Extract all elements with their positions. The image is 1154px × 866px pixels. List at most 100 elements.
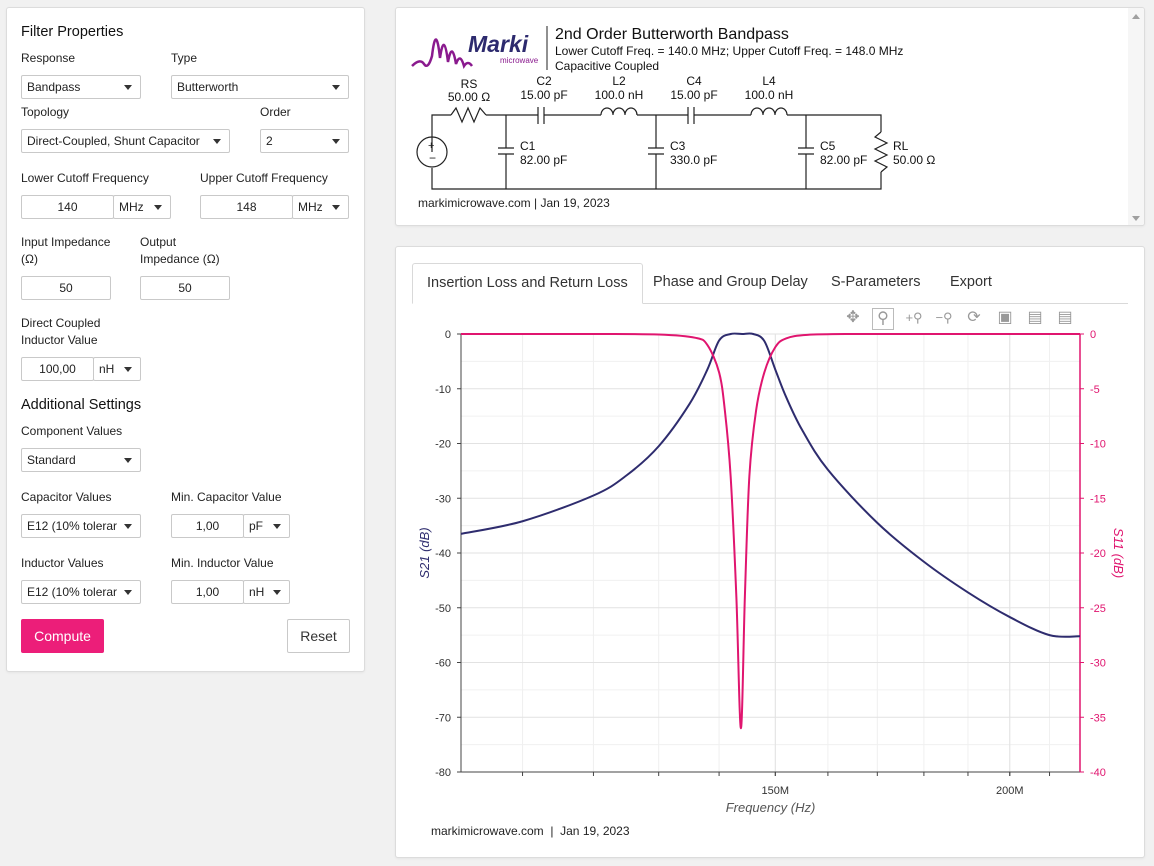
source-plus: + xyxy=(428,140,434,152)
upper-cutoff-unit-select[interactable]: MHz xyxy=(292,195,349,219)
hover-compare-icon[interactable]: ▤ xyxy=(1057,309,1073,326)
c1-value: 82.00 pF xyxy=(520,153,567,167)
y-left-axis-title: S21 (dB) xyxy=(417,527,432,578)
series-line-s11 xyxy=(460,332,1080,730)
series-line-s21 xyxy=(460,332,1081,638)
order-label: Order xyxy=(260,105,291,119)
min-capacitor-unit-select[interactable]: pF xyxy=(243,514,290,538)
min-inductor-input[interactable]: 1,00 xyxy=(171,580,244,604)
response-select-value: Bandpass xyxy=(27,80,81,94)
chart-footer: markimicrowave.com | Jan 19, 2023 xyxy=(431,824,630,838)
logo-waveform xyxy=(411,38,474,69)
tab-export[interactable]: Export xyxy=(950,274,992,290)
min-inductor-unit-select[interactable]: nH xyxy=(243,580,290,604)
direct-coupled-unit-value: nH xyxy=(99,362,115,376)
l4-name: L4 xyxy=(762,74,776,88)
order-select[interactable]: 2 xyxy=(260,129,349,153)
y-left-tick-label: -50 xyxy=(435,603,451,615)
rs-resistor-symbol xyxy=(450,106,487,124)
y-left-tick-label: -30 xyxy=(435,493,451,505)
inductor-values-select-value: E12 (10% tolerar xyxy=(27,585,118,599)
lower-cutoff-unit-select[interactable]: MHz xyxy=(113,195,171,219)
pan-icon[interactable]: ✥ xyxy=(846,309,860,326)
direct-coupled-unit-select[interactable]: nH xyxy=(93,357,141,381)
chart-panel: Insertion Loss and Return Loss Phase and… xyxy=(395,246,1145,858)
y-left-tick-label: -70 xyxy=(435,712,451,724)
filter-properties-panel: Filter Properties Response Bandpass Type… xyxy=(6,7,365,672)
y-right-tick-label: -40 xyxy=(1090,767,1106,779)
type-label: Type xyxy=(171,51,198,65)
topology-select[interactable]: Direct-Coupled, Shunt Capacitor xyxy=(21,129,230,153)
reset-button[interactable]: Reset xyxy=(287,619,350,653)
zoom-in-icon[interactable]: +⚲ xyxy=(905,310,923,325)
x-tick-label: 150M xyxy=(762,785,790,797)
schematic-scrollbar[interactable] xyxy=(1128,8,1144,225)
zoom-icon[interactable]: ⚲ xyxy=(872,308,894,330)
y-right-tick-label: -20 xyxy=(1090,548,1106,560)
inductor-values-label: Inductor Values xyxy=(21,556,104,570)
input-impedance-input[interactable]: 50 xyxy=(21,276,111,300)
chevron-down-icon xyxy=(124,367,132,372)
upper-cutoff-label: Upper Cutoff Frequency xyxy=(200,171,328,185)
type-select[interactable]: Butterworth xyxy=(171,75,349,99)
scroll-down-icon[interactable] xyxy=(1132,216,1140,221)
schematic-coupling: Capacitive Coupled xyxy=(555,59,659,73)
y-right-tick-label: -10 xyxy=(1090,439,1106,451)
c5-name: C5 xyxy=(820,139,836,153)
input-impedance-label-line2: (Ω) xyxy=(21,252,38,266)
logo-subtext: microwave xyxy=(500,56,539,65)
min-capacitor-input[interactable]: 1,00 xyxy=(171,514,244,538)
min-capacitor-label: Min. Capacitor Value xyxy=(171,490,282,504)
x-tick-label: 200M xyxy=(996,785,1024,797)
c2-symbol xyxy=(537,107,545,124)
tab-insertion-loss[interactable]: Insertion Loss and Return Loss xyxy=(412,263,643,304)
compute-button[interactable]: Compute xyxy=(21,619,104,653)
input-impedance-label-line1: Input Impedance xyxy=(21,235,111,249)
c2-name: C2 xyxy=(536,74,552,88)
chevron-down-icon xyxy=(273,524,281,529)
hover-closest-icon[interactable]: ▤ xyxy=(1027,309,1043,326)
tab-s-parameters[interactable]: S-Parameters xyxy=(831,274,921,290)
c4-name: C4 xyxy=(686,74,702,88)
direct-coupled-input[interactable]: 100,00 xyxy=(21,357,94,381)
voltage-source-symbol xyxy=(416,136,448,168)
scroll-up-icon[interactable] xyxy=(1132,14,1140,19)
output-impedance-input[interactable]: 50 xyxy=(140,276,230,300)
y-right-axis-title: S11 (dB) xyxy=(1111,528,1126,578)
l4-symbol xyxy=(750,107,788,116)
topology-select-value: Direct-Coupled, Shunt Capacitor xyxy=(27,134,200,148)
y-left-tick-label: -80 xyxy=(435,767,451,779)
direct-coupled-label: Direct Coupled Inductor Value xyxy=(21,315,100,349)
response-select[interactable]: Bandpass xyxy=(21,75,141,99)
schematic-footer: markimicrowave.com | Jan 19, 2023 xyxy=(418,196,610,210)
save-icon[interactable]: ▣ xyxy=(997,309,1013,326)
upper-cutoff-input[interactable]: 148 xyxy=(200,195,293,219)
additional-settings-title: Additional Settings xyxy=(21,397,142,413)
topology-label: Topology xyxy=(21,105,70,119)
lower-cutoff-unit-value: MHz xyxy=(119,200,144,214)
circuit-wires xyxy=(416,106,889,190)
min-inductor-label: Min. Inductor Value xyxy=(171,556,274,570)
c4-symbol xyxy=(687,107,695,124)
y-right-tick-label: -30 xyxy=(1090,658,1106,670)
l2-value: 100.0 nH xyxy=(595,88,644,102)
output-impedance-label: Output Impedance (Ω) xyxy=(140,234,220,268)
chevron-down-icon xyxy=(124,590,132,595)
reset-icon[interactable]: ⟳ xyxy=(967,309,981,326)
inductor-values-select[interactable]: E12 (10% tolerar xyxy=(21,580,141,604)
zoom-out-icon[interactable]: −⚲ xyxy=(935,310,953,325)
c3-name: C3 xyxy=(670,139,686,153)
chevron-down-icon xyxy=(332,139,340,144)
y-right-tick-label: -25 xyxy=(1090,603,1106,615)
schematic-subtitle: Lower Cutoff Freq. = 140.0 MHz; Upper Cu… xyxy=(555,44,903,58)
capacitor-values-select[interactable]: E12 (10% tolerar xyxy=(21,514,141,538)
capacitor-values-label: Capacitor Values xyxy=(21,490,112,504)
chevron-down-icon xyxy=(213,139,221,144)
frequency-response-chart: 0 -10 -20 -30 -40 -50 -60 -70 -80 0 -5 -10 -15 -20 -25… xyxy=(417,329,1126,815)
y-left-tick-label: -60 xyxy=(435,658,451,670)
upper-cutoff-unit-value: MHz xyxy=(298,200,323,214)
component-values-select[interactable]: Standard xyxy=(21,448,141,472)
chevron-down-icon xyxy=(332,205,340,210)
lower-cutoff-input[interactable]: 140 xyxy=(21,195,114,219)
tab-phase-group-delay[interactable]: Phase and Group Delay xyxy=(653,274,808,290)
